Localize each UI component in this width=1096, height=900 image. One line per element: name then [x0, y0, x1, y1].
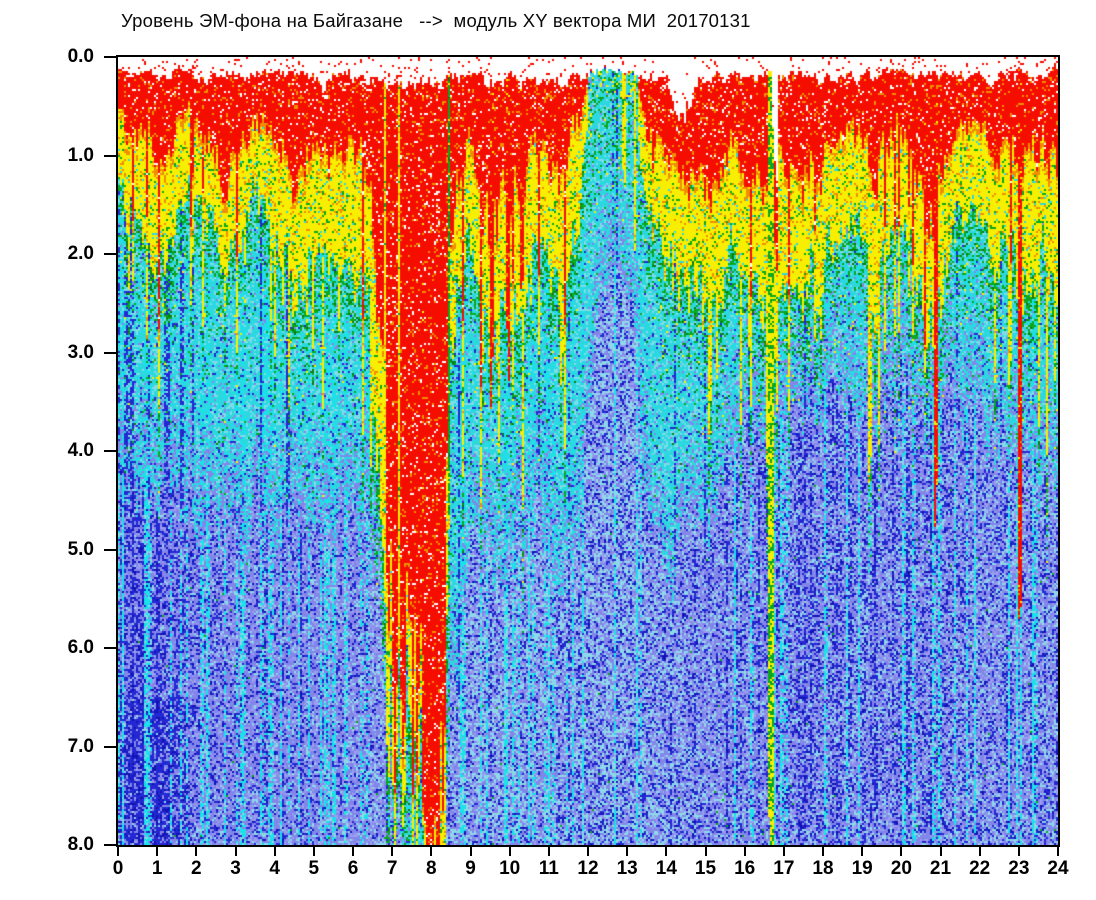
x-tick-mark: [469, 846, 472, 856]
y-tick-label: 3.0: [67, 341, 94, 363]
y-tick-mark: [104, 154, 117, 157]
x-tick-label: 7: [386, 858, 398, 879]
x-tick-mark: [665, 846, 668, 856]
x-tick-label: 2: [191, 858, 202, 879]
y-tick-label: 1.0: [67, 144, 94, 166]
x-tick-label: 23: [1008, 858, 1030, 879]
x-tick-mark: [391, 846, 394, 856]
y-tick-label: 2.0: [67, 243, 94, 264]
x-tick-label: 4: [269, 858, 280, 879]
y-tick-mark: [104, 351, 117, 354]
em-spectrogram-canvas: [118, 57, 1058, 845]
x-tick-mark: [430, 846, 433, 856]
x-tick-label: 0: [112, 858, 124, 879]
x-tick-label: 12: [577, 858, 599, 879]
y-tick-mark: [104, 56, 117, 58]
x-tick-label: 3: [230, 858, 241, 879]
x-tick-mark: [587, 846, 589, 856]
y-tick-mark: [104, 745, 117, 748]
x-tick-label: 17: [773, 858, 795, 879]
x-tick-mark: [822, 846, 824, 856]
x-tick-label: 21: [929, 858, 952, 879]
x-tick-label: 14: [655, 858, 677, 879]
x-tick-mark: [743, 846, 746, 856]
chart-title: Уровень ЭМ-фона на Байгазане --> модуль …: [121, 10, 751, 31]
x-tick-mark: [547, 846, 550, 856]
x-tick-mark: [508, 846, 511, 856]
x-tick-label: 16: [734, 858, 756, 879]
x-tick-label: 6: [347, 858, 359, 879]
x-tick-mark: [626, 846, 629, 856]
y-tick-label: 0.0: [67, 46, 94, 67]
x-tick-label: 15: [694, 858, 717, 879]
y-tick-label: 7.0: [67, 735, 94, 757]
x-tick-mark: [156, 846, 159, 856]
x-tick-mark: [1057, 846, 1059, 856]
x-tick-mark: [312, 846, 315, 856]
x-tick-label: 8: [426, 858, 437, 879]
x-tick-mark: [273, 846, 276, 856]
x-tick-label: 22: [969, 858, 991, 879]
x-tick-label: 10: [499, 858, 521, 879]
x-tick-mark: [861, 846, 864, 856]
x-tick-mark: [352, 846, 354, 856]
x-tick-label: 24: [1047, 858, 1069, 879]
x-tick-label: 1: [151, 858, 163, 879]
x-tick-mark: [704, 846, 707, 856]
x-tick-mark: [939, 846, 942, 856]
y-tick-mark: [104, 450, 117, 452]
y-tick-label: 4.0: [67, 440, 94, 461]
y-tick-mark: [104, 844, 117, 846]
y-tick-mark: [104, 548, 117, 551]
y-tick-label: 5.0: [67, 538, 94, 560]
x-tick-label: 13: [616, 858, 638, 879]
x-tick-mark: [900, 846, 903, 856]
x-tick-label: 5: [308, 858, 320, 879]
x-tick-label: 20: [890, 858, 912, 879]
x-tick-mark: [978, 846, 981, 856]
x-tick-label: 9: [465, 858, 476, 879]
x-tick-mark: [117, 846, 119, 856]
x-tick-label: 11: [538, 858, 559, 879]
y-tick-mark: [104, 647, 117, 649]
y-tick-label: 8.0: [67, 834, 94, 855]
x-tick-label: 18: [812, 858, 834, 879]
y-tick-mark: [104, 253, 117, 255]
x-tick-mark: [195, 846, 198, 856]
x-tick-mark: [234, 846, 237, 856]
x-tick-label: 19: [851, 858, 873, 879]
y-tick-label: 6.0: [67, 637, 94, 658]
x-tick-mark: [782, 846, 785, 856]
x-tick-mark: [1017, 846, 1020, 856]
